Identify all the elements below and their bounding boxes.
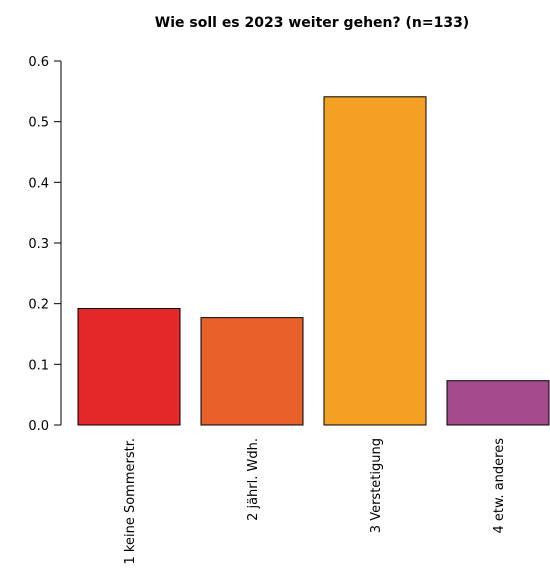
bar-4 bbox=[446, 380, 550, 426]
chart-title: Wie soll es 2023 weiter gehen? (n=133) bbox=[155, 15, 469, 31]
y-tick-label: 0.3 bbox=[28, 237, 49, 252]
bar-2 bbox=[200, 317, 304, 426]
bar-3 bbox=[323, 96, 427, 426]
category-label-2: 2 jährl. Wdh. bbox=[246, 438, 261, 521]
bars bbox=[77, 96, 550, 426]
bar-1 bbox=[77, 308, 181, 426]
y-tick-label: 0.0 bbox=[28, 419, 49, 434]
y-tick-label: 0.5 bbox=[28, 116, 49, 131]
y-tick-label: 0.2 bbox=[28, 298, 49, 313]
category-label-3: 3 Verstetigung bbox=[369, 438, 384, 533]
y-tick-label: 0.4 bbox=[28, 176, 49, 191]
category-labels: 1 keine Sommerstr. 2 jährl. Wdh. 3 Verstet… bbox=[123, 438, 507, 565]
y-tick-label: 0.6 bbox=[28, 55, 49, 70]
y-axis: 0.0 0.1 0.2 0.3 0.4 0.5 0.6 bbox=[28, 55, 62, 434]
y-tick-label: 0.1 bbox=[28, 358, 49, 373]
category-label-1: 1 keine Sommerstr. bbox=[123, 438, 138, 564]
category-label-4: 4 etw. anderes bbox=[492, 438, 507, 534]
